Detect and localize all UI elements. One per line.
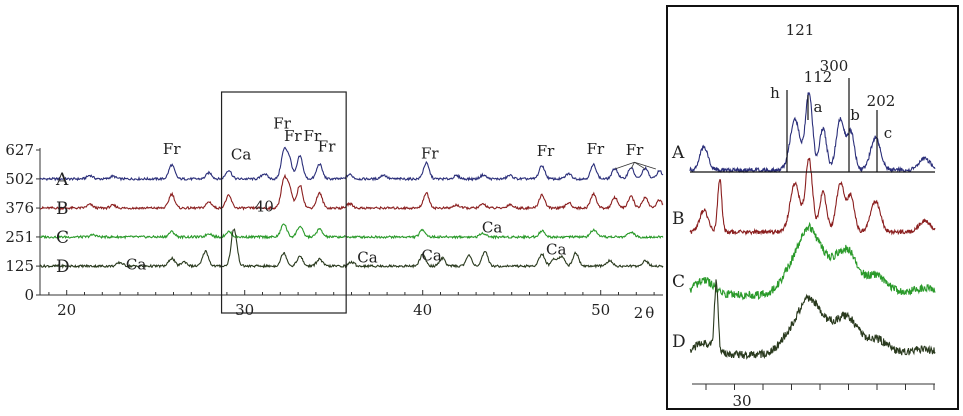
marker-letter: h [770,84,780,102]
annotation-label: Fr [421,145,439,163]
inset-series-label-A: A [671,143,685,163]
inset-trace-C [689,221,936,301]
inset-trace-D [689,279,936,360]
marker-letter: b [850,106,860,124]
annotation-label: Fr [537,142,555,160]
annotation-label: Ca [357,249,377,267]
annotation-label: 40 [255,198,274,216]
series-label-C: C [56,228,69,248]
annotation-label: Fr [318,138,336,156]
inset-trace-B [689,157,936,236]
hkl-label: 202 [867,92,896,110]
annotation-label: Ca [482,219,502,237]
zoom-box [220,91,347,314]
annotation-label: Fr [273,114,291,132]
series-trace-C [39,223,664,240]
annotation-label: Ca [231,146,251,164]
inset-x-tick-label: 30 [732,392,751,410]
series-label-D: D [56,257,70,277]
inset-frame [666,5,959,410]
y-tick-label: 502 [5,170,34,188]
annotation-leader [634,161,646,170]
x-tick-label: 40 [413,301,432,319]
series-trace-B [39,173,664,211]
y-tick-label: 376 [5,199,34,217]
annotation-label: Ca [421,246,441,264]
annotation-label: Fr [163,140,181,158]
series-label-A: A [55,170,69,190]
x-tick-label: 30 [235,301,254,319]
annotation-label: Fr [304,127,322,145]
hkl-label: 112 [804,68,833,86]
series-label-B: B [56,199,69,219]
y-tick-label: 0 [24,286,34,304]
annotation-label: Ca [546,241,566,259]
annotation-leader [634,161,657,170]
annotation-label: Ca [126,256,146,274]
annotation-label: Fr [284,127,302,145]
annotation-leader [614,161,635,170]
inset-series-label-C: C [672,272,685,292]
x-tick-label: 20 [57,301,76,319]
series-trace-D [39,228,664,270]
marker-letter: a [814,98,823,116]
y-tick-label: 627 [5,141,34,159]
x-axis-label: 2θ [634,304,657,322]
marker-letter: c [884,124,892,142]
y-tick-label: 125 [5,257,34,275]
hkl-label: 300 [820,57,849,75]
hkl-label: 121 [786,21,815,39]
annotation-label: Fr [626,141,644,159]
annotation-label: Fr [587,140,605,158]
inset-series-label-D: D [672,332,686,352]
y-tick-label: 251 [5,228,34,246]
x-tick-label: 50 [591,301,610,319]
series-trace-A [39,146,664,182]
annotation-leader [630,162,635,170]
inset-series-label-B: B [672,209,685,229]
